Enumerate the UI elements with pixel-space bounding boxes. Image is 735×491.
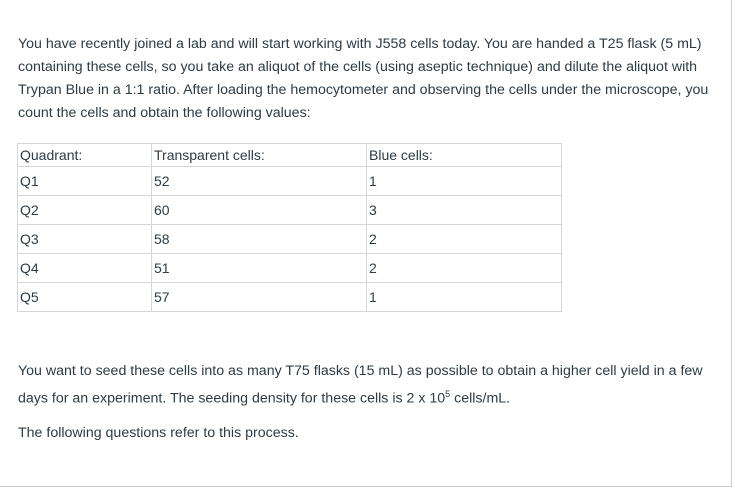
exponent: 5 [445, 389, 451, 399]
cell-quadrant: Q4 [17, 253, 152, 283]
header-blue: Blue cells: [366, 143, 562, 167]
header-transparent: Transparent cells: [151, 143, 367, 167]
cell-blue: 1 [366, 166, 562, 196]
cell-blue: 3 [366, 195, 562, 225]
cell-quadrant: Q3 [17, 224, 152, 254]
cell-transparent: 58 [151, 224, 367, 254]
cell-transparent: 60 [151, 195, 367, 225]
cell-blue: 1 [366, 282, 562, 312]
table-row: Q5 57 1 [17, 282, 562, 312]
header-quadrant: Quadrant: [17, 143, 152, 167]
cell-transparent: 52 [151, 166, 367, 196]
table-row: Q3 58 2 [17, 224, 562, 254]
cell-transparent: 57 [151, 282, 367, 312]
cell-transparent: 51 [151, 253, 367, 283]
followup-paragraph: You want to seed these cells into as man… [18, 360, 718, 411]
table-row: Q4 51 2 [17, 253, 562, 283]
closing-paragraph: The following questions refer to this pr… [18, 425, 299, 441]
followup-text: You want to seed these cells into as man… [18, 363, 703, 407]
table-row: Q1 52 1 [17, 166, 562, 196]
followup-unit: cells/mL. [450, 390, 511, 407]
cell-blue: 2 [366, 224, 562, 254]
intro-paragraph: You have recently joined a lab and will … [18, 36, 709, 121]
cell-quadrant: Q5 [17, 282, 152, 312]
cell-blue: 2 [366, 253, 562, 283]
table-header-row: Quadrant: Transparent cells: Blue cells: [17, 143, 562, 167]
table-row: Q2 60 3 [17, 195, 562, 225]
cell-count-table: Quadrant: Transparent cells: Blue cells:… [17, 143, 562, 312]
cell-quadrant: Q2 [17, 195, 152, 225]
cell-quadrant: Q1 [17, 166, 152, 196]
